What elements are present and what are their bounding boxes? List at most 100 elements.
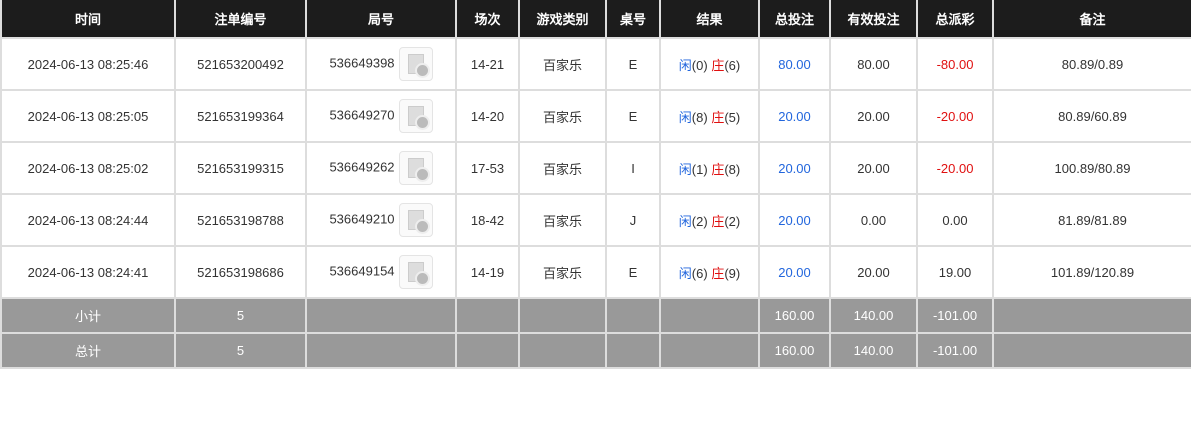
banker-label: 庄 — [711, 265, 725, 281]
round-number: 536649262 — [329, 159, 395, 175]
banker-label: 庄 — [711, 109, 725, 125]
subtotal-payout: -101.00 — [916, 297, 994, 334]
table-number-cell: E — [605, 89, 661, 143]
subtotal-row: 小计 5 160.00 140.00 -101.00 — [0, 297, 1191, 334]
result-cell: 闲(6) 庄(9) — [659, 245, 760, 299]
bet-id-cell: 521653199315 — [174, 141, 307, 195]
payout-cell: -20.00 — [916, 141, 994, 195]
round-cell: 536649154 — [305, 245, 457, 299]
total-bet-cell: 20.00 — [758, 245, 831, 299]
round-number: 536649398 — [329, 55, 395, 71]
subtotal-label: 小计 — [0, 297, 176, 334]
valid-bet-cell: 20.00 — [829, 141, 918, 195]
table-number-cell: E — [605, 245, 661, 299]
banker-label: 庄 — [711, 161, 725, 177]
round-cell: 536649210 — [305, 193, 457, 247]
valid-bet-cell: 0.00 — [829, 193, 918, 247]
game-type-cell: 百家乐 — [518, 89, 607, 143]
bet-id-cell: 521653198788 — [174, 193, 307, 247]
game-type-cell: 百家乐 — [518, 245, 607, 299]
video-replay-icon[interactable] — [398, 255, 433, 289]
banker-score: (5) — [724, 109, 741, 125]
player-score: (8) — [691, 109, 708, 125]
player-score: (1) — [691, 161, 708, 177]
player-label: 闲 — [678, 57, 692, 73]
total-total-bet: 160.00 — [758, 332, 831, 369]
total-valid-bet: 140.00 — [829, 332, 918, 369]
player-score: (0) — [691, 57, 708, 73]
round-number: 536649270 — [329, 107, 395, 123]
result-cell: 闲(0) 庄(6) — [659, 37, 760, 91]
total-bet-cell: 20.00 — [758, 141, 831, 195]
round-number: 536649154 — [329, 263, 395, 279]
column-header: 游戏类别 — [518, 0, 607, 39]
time-cell: 2024-06-13 08:25:05 — [0, 89, 176, 143]
banker-score: (2) — [724, 213, 741, 229]
banker-label: 庄 — [711, 57, 725, 73]
payout-cell: -20.00 — [916, 89, 994, 143]
table-number-cell: E — [605, 37, 661, 91]
time-cell: 2024-06-13 08:25:46 — [0, 37, 176, 91]
payout-cell: 19.00 — [916, 245, 994, 299]
total-bet-cell: 80.00 — [758, 37, 831, 91]
bet-id-cell: 521653198686 — [174, 245, 307, 299]
valid-bet-cell: 20.00 — [829, 245, 918, 299]
time-cell: 2024-06-13 08:24:44 — [0, 193, 176, 247]
subtotal-total-bet: 160.00 — [758, 297, 831, 334]
total-count: 5 — [174, 332, 307, 369]
total-payout: -101.00 — [916, 332, 994, 369]
subtotal-valid-bet: 140.00 — [829, 297, 918, 334]
note-cell: 81.89/81.89 — [992, 193, 1191, 247]
player-score: (2) — [691, 213, 708, 229]
video-replay-icon[interactable] — [398, 99, 433, 133]
round-cell: 536649270 — [305, 89, 457, 143]
column-header: 时间 — [0, 0, 176, 39]
shoe-cell: 18-42 — [455, 193, 520, 247]
column-header: 结果 — [659, 0, 760, 39]
time-cell: 2024-06-13 08:24:41 — [0, 245, 176, 299]
column-header: 备注 — [992, 0, 1191, 39]
subtotal-count: 5 — [174, 297, 307, 334]
table-number-cell: J — [605, 193, 661, 247]
table-row: 2024-06-13 08:25:46 521653200492 5366493… — [0, 37, 1191, 91]
game-type-cell: 百家乐 — [518, 193, 607, 247]
time-cell: 2024-06-13 08:25:02 — [0, 141, 176, 195]
column-header: 总派彩 — [916, 0, 994, 39]
table-row: 2024-06-13 08:25:05 521653199364 5366492… — [0, 89, 1191, 143]
result-cell: 闲(1) 庄(8) — [659, 141, 760, 195]
player-label: 闲 — [678, 109, 692, 125]
player-label: 闲 — [678, 161, 692, 177]
valid-bet-cell: 80.00 — [829, 37, 918, 91]
column-header: 注单编号 — [174, 0, 307, 39]
round-cell: 536649398 — [305, 37, 457, 91]
player-score: (6) — [691, 265, 708, 281]
game-type-cell: 百家乐 — [518, 37, 607, 91]
shoe-cell: 14-21 — [455, 37, 520, 91]
round-cell: 536649262 — [305, 141, 457, 195]
note-cell: 80.89/60.89 — [992, 89, 1191, 143]
video-replay-icon[interactable] — [398, 203, 433, 237]
player-label: 闲 — [678, 265, 692, 281]
table-number-cell: I — [605, 141, 661, 195]
video-replay-icon[interactable] — [398, 151, 433, 185]
column-header: 局号 — [305, 0, 457, 39]
note-cell: 80.89/0.89 — [992, 37, 1191, 91]
bet-id-cell: 521653200492 — [174, 37, 307, 91]
note-cell: 101.89/120.89 — [992, 245, 1191, 299]
banker-label: 庄 — [711, 213, 725, 229]
banker-score: (6) — [724, 57, 741, 73]
total-label: 总计 — [0, 332, 176, 369]
column-header: 有效投注 — [829, 0, 918, 39]
table-row: 2024-06-13 08:25:02 521653199315 5366492… — [0, 141, 1191, 195]
column-header: 总投注 — [758, 0, 831, 39]
payout-cell: 0.00 — [916, 193, 994, 247]
column-header: 场次 — [455, 0, 520, 39]
banker-score: (9) — [724, 265, 741, 281]
total-bet-cell: 20.00 — [758, 193, 831, 247]
note-cell: 100.89/80.89 — [992, 141, 1191, 195]
table-row: 2024-06-13 08:24:44 521653198788 5366492… — [0, 193, 1191, 247]
player-label: 闲 — [678, 213, 692, 229]
table-row: 2024-06-13 08:24:41 521653198686 5366491… — [0, 245, 1191, 299]
video-replay-icon[interactable] — [398, 47, 433, 81]
shoe-cell: 14-20 — [455, 89, 520, 143]
